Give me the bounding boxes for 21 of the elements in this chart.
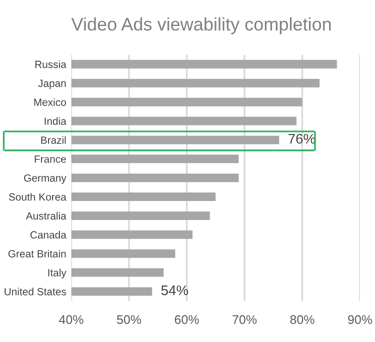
y-tick-label: Germany	[24, 174, 66, 184]
y-tick-label: Brazil	[41, 136, 66, 144]
x-tick-label: 50%	[116, 315, 142, 324]
y-tick-label: France	[34, 156, 66, 163]
x-tick-label: 70%	[232, 315, 257, 324]
x-tick-label: 60%	[174, 315, 199, 324]
y-tick-label: Russia	[35, 60, 66, 68]
y-tick-label: India	[44, 117, 66, 125]
x-tick-label: 40%	[59, 315, 84, 324]
y-tick-label: Australia	[26, 212, 66, 220]
y-tick-label: Italy	[48, 268, 66, 278]
x-tick-label: 90%	[348, 315, 372, 324]
y-tick-label: Japan	[38, 80, 66, 90]
chart-title: Video Ads viewability completion	[71, 17, 331, 34]
y-tick-label: United States	[4, 288, 66, 296]
y-tick-label: South Korea	[8, 193, 66, 201]
x-tick-label: 80%	[290, 315, 314, 324]
data-label: 54%	[161, 285, 188, 296]
y-tick-label: Great Britain	[8, 250, 66, 258]
y-tick-label: Canada	[30, 230, 66, 239]
y-tick-label: Mexico	[34, 98, 66, 106]
